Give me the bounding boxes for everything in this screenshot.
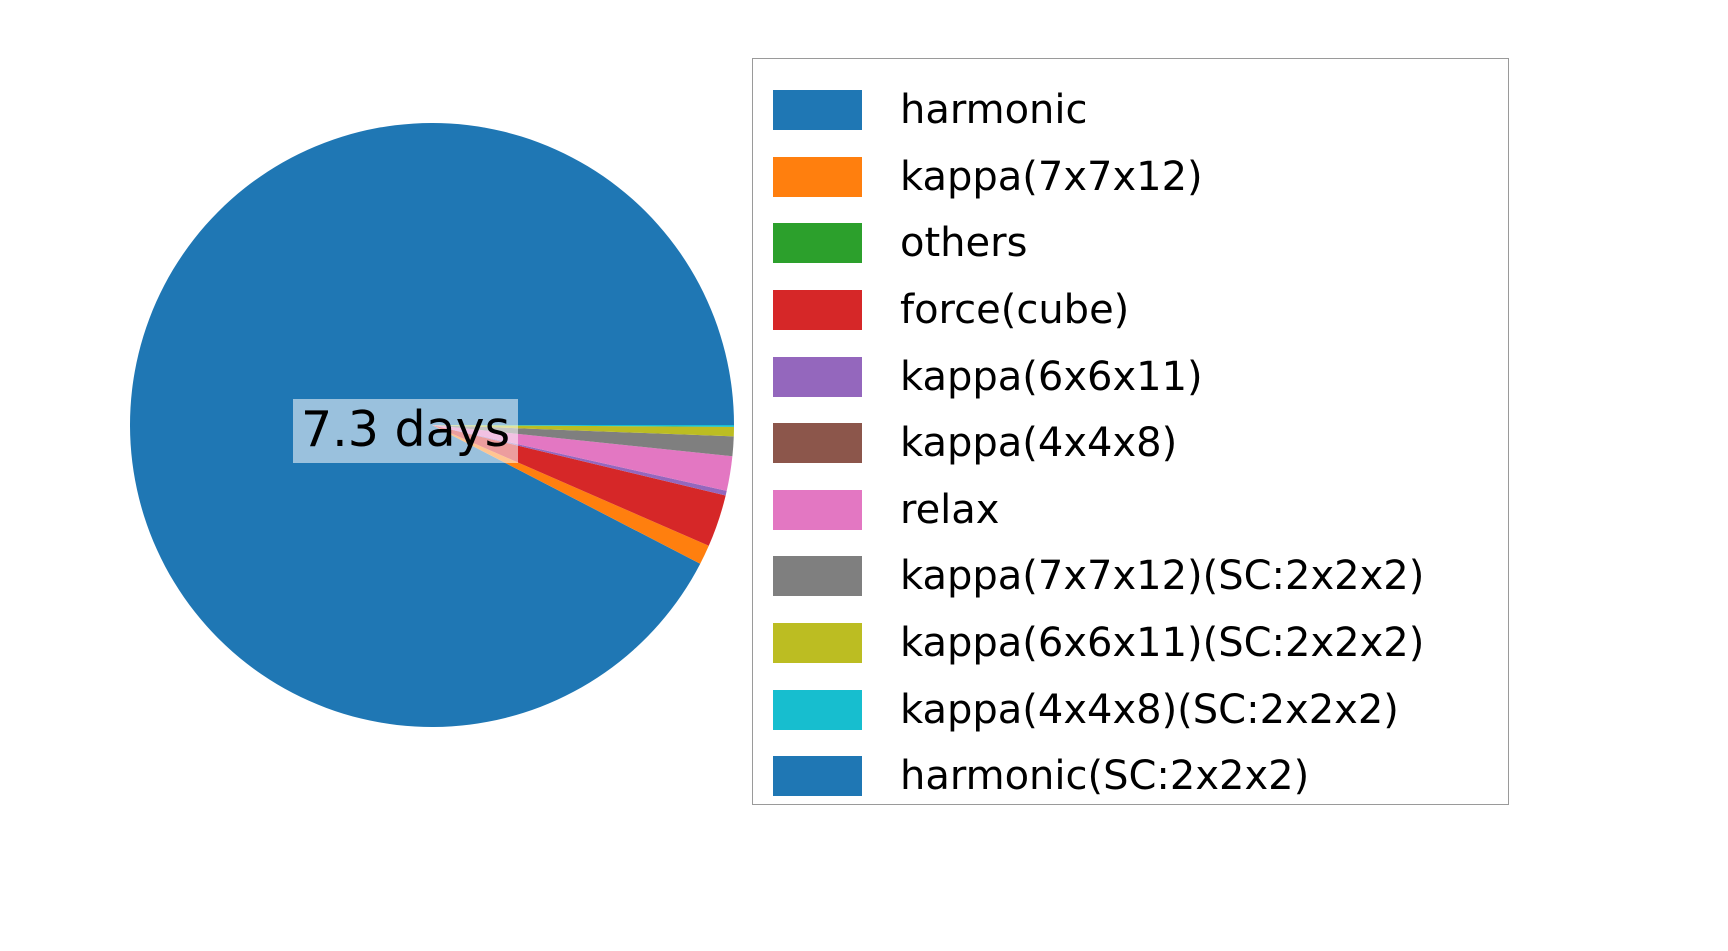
legend-item-label: force(cube) (900, 287, 1130, 334)
legend-item-label: kappa(4x4x8) (900, 420, 1178, 467)
legend-item-label: kappa(4x4x8)(SC:2x2x2) (900, 686, 1399, 733)
legend-color-swatch (773, 489, 862, 530)
legend-item-label: kappa(6x6x11)(SC:2x2x2) (900, 620, 1425, 667)
legend-color-swatch (773, 223, 862, 264)
legend-item[interactable]: kappa(6x6x11)(SC:2x2x2) (773, 610, 1488, 677)
legend-item[interactable]: relax (773, 477, 1488, 544)
legend-item-label: relax (900, 486, 1000, 533)
legend-color-swatch (773, 623, 862, 664)
legend-item[interactable]: kappa(7x7x12) (773, 144, 1488, 211)
legend-item-label: others (900, 220, 1028, 267)
legend-item[interactable]: kappa(4x4x8) (773, 410, 1488, 477)
legend-item[interactable]: kappa(7x7x12)(SC:2x2x2) (773, 543, 1488, 610)
legend-color-swatch (773, 756, 862, 797)
legend-item[interactable]: others (773, 210, 1488, 277)
legend-color-swatch (773, 356, 862, 397)
legend-item[interactable]: kappa(6x6x11) (773, 343, 1488, 410)
legend-item-label: harmonic (900, 87, 1088, 134)
legend-item-label: kappa(7x7x12) (900, 153, 1203, 200)
pie-center-total-label: 7.3 days (293, 399, 519, 463)
legend-color-swatch (773, 689, 862, 730)
legend-color-swatch (773, 423, 862, 464)
legend-color-swatch (773, 556, 862, 597)
legend-item[interactable]: force(cube) (773, 277, 1488, 344)
legend-item[interactable]: kappa(4x4x8)(SC:2x2x2) (773, 676, 1488, 743)
legend-item-list: harmonic kappa(7x7x12) others force(cube) ka… (773, 77, 1488, 810)
legend-item-label: kappa(7x7x12)(SC:2x2x2) (900, 553, 1425, 600)
legend-item[interactable]: harmonic(SC:2x2x2) (773, 743, 1488, 810)
legend-item-label: harmonic(SC:2x2x2) (900, 753, 1310, 800)
legend-color-swatch (773, 156, 862, 197)
chart-legend: harmonic kappa(7x7x12) others force(cube) ka… (752, 58, 1509, 805)
legend-color-swatch (773, 290, 862, 331)
legend-color-swatch (773, 90, 862, 131)
legend-item[interactable]: harmonic (773, 77, 1488, 144)
legend-item-label: kappa(6x6x11) (900, 353, 1203, 400)
